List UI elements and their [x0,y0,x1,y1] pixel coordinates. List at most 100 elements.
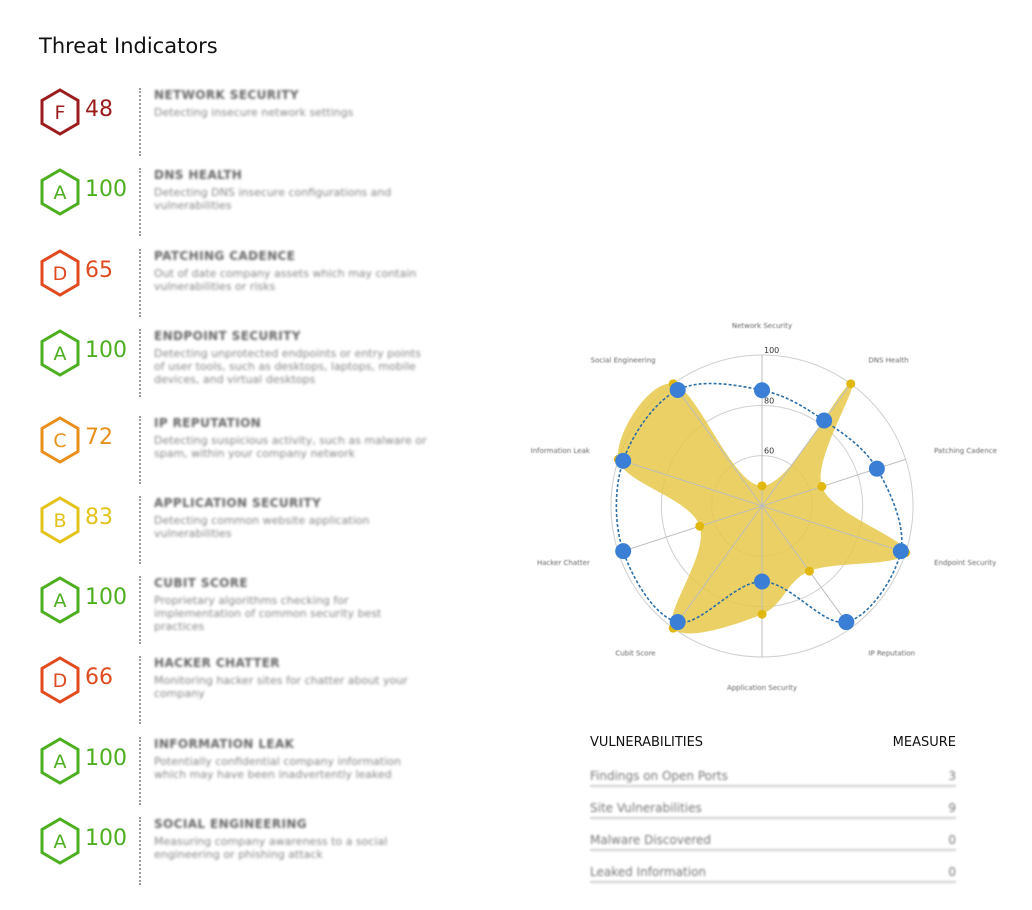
series-marker-small [817,482,827,492]
indicator-info: HACKER CHATTER Monitoring hacker sites fo… [154,656,429,700]
indicator-title: APPLICATION SECURITY [154,496,322,510]
indicator-description: Potentially confidential company informa… [154,755,401,781]
grade-letter: D [53,263,68,285]
threat-indicator-row: A 100 SOCIAL ENGINEERING Measuring company … [38,817,438,897]
grade-hexagon-badge: B [38,496,82,544]
series-marker-small [846,379,856,389]
threat-indicator-row: B 83 APPLICATION SECURITY Detecting common … [38,496,438,576]
grade-letter: A [54,751,67,773]
indicator-description: Detecting insecure network settings [154,106,354,119]
series-marker-small [757,481,767,491]
series-marker-large [892,543,909,560]
grade-letter: A [54,343,67,365]
series-marker-large [838,614,855,631]
grade-hexagon-badge: D [38,249,82,297]
series-marker-large [868,460,885,477]
axis-label: Hacker Chatter [537,559,590,567]
indicator-score: 100 [85,826,127,851]
indicator-description: Detecting DNS insecure configurations an… [154,186,392,212]
series-marker-small [695,521,705,531]
vulnerability-row: Malware Discovered 0 [590,819,956,851]
axis-spoke [672,505,763,629]
grade-letter: D [53,670,68,692]
grade-hexagon-badge: C [38,416,82,464]
indicator-score: 100 [85,338,127,363]
grade-hexagon-badge: A [38,576,82,624]
grade-hexagon-badge: F [38,88,82,136]
series-marker-large [615,543,632,560]
threat-indicator-row: C 72 IP REPUTATION Detecting suspicious act… [38,416,438,496]
axis-label: Patching Cadence [934,447,997,455]
dotted-divider [139,416,141,484]
grade-hexagon-badge: A [38,737,82,785]
indicator-description: Detecting suspicious activity, such as m… [154,434,427,460]
vulnerability-label: Site Vulnerabilities [590,801,702,815]
grade-hexagon-badge: D [38,656,82,704]
vulnerability-row: Leaked Information 0 [590,851,956,883]
axis-label: DNS Health [868,357,908,365]
indicator-score: 100 [85,746,127,771]
indicator-info: INFORMATION LEAK Potentially confidential… [154,737,429,781]
grade-letter: B [53,510,66,532]
threat-indicator-row: F 48 NETWORK SECURITY Detecting insecure ne… [38,88,438,168]
threat-indicator-row: D 65 PATCHING CADENCE Out of date company a… [38,249,438,329]
indicator-title: SOCIAL ENGINEERING [154,817,308,831]
indicator-title: NETWORK SECURITY [154,88,299,102]
vulnerabilities-table: VULNERABILITIES MEASURE Findings on Open… [590,735,956,883]
indicator-info: DNS HEALTH Detecting DNS insecure configu… [154,168,429,212]
series-marker-large [669,614,686,631]
threat-indicator-row: A 100 CUBIT SCORE Proprietary algorithms ch… [38,576,438,656]
indicator-title: IP REPUTATION [154,416,262,430]
grade-hexagon-badge: A [38,329,82,377]
indicator-description: Detecting common website application vul… [154,514,370,540]
indicator-score: 66 [85,665,113,690]
indicator-info: NETWORK SECURITY Detecting insecure netwo… [154,88,429,119]
series-marker-small [804,566,814,576]
axis-spoke [672,383,763,507]
indicator-info: SOCIAL ENGINEERING Measuring company awar… [154,817,429,861]
threat-indicator-row: A 100 ENDPOINT SECURITY Detecting unprotect… [38,329,438,409]
indicator-title: DNS HEALTH [154,168,243,182]
indicator-info: IP REPUTATION Detecting suspicious activi… [154,416,429,460]
axis-label: Network Security [732,322,792,330]
indicator-score: 48 [85,97,113,122]
vulnerability-measure: 0 [948,865,956,879]
axis-spoke [618,458,763,507]
indicator-info: PATCHING CADENCE Out of date company asse… [154,249,429,293]
axis-label: IP Reputation [868,649,915,657]
radar-chart: 100 80 60 Network Security DNS Health Patchin… [520,300,1020,700]
tick-label: 80 [764,396,774,405]
grade-letter: A [54,590,67,612]
grade-letter: C [53,430,66,452]
tick-label: 60 [764,447,774,456]
dotted-divider [139,168,141,236]
axis-label: Cubit Score [615,649,655,657]
dotted-divider [139,496,141,564]
vulnerability-row: Site Vulnerabilities 9 [590,787,956,819]
grade-hexagon-badge: A [38,168,82,216]
indicator-info: ENDPOINT SECURITY Detecting unprotected e… [154,329,429,386]
dotted-divider [139,249,141,317]
axis-label: Endpoint Security [934,559,996,567]
series-marker-large [615,452,632,469]
indicator-score: 72 [85,425,113,450]
dotted-divider [139,737,141,805]
indicator-description: Detecting unprotected endpoints or entry… [154,347,421,386]
indicator-title: PATCHING CADENCE [154,249,296,263]
axis-label: Information Leak [531,447,591,455]
axis-spoke [761,505,906,554]
indicator-description: Monitoring hacker sites for chatter abou… [154,674,408,700]
vulnerabilities-header-measure: MEASURE [892,735,956,750]
indicator-description: Proprietary algorithms checking for impl… [154,594,382,633]
indicator-title: HACKER CHATTER [154,656,280,670]
indicator-title: INFORMATION LEAK [154,737,295,751]
vulnerabilities-rows: Findings on Open Ports 3 Site Vulnerabilit… [590,755,956,883]
threat-indicator-row: A 100 INFORMATION LEAK Potentially confiden… [38,737,438,817]
radar-chart-svg: 100 80 60 Network Security DNS Health Patchin… [531,322,997,692]
dotted-divider [139,88,141,156]
series-marker-small [757,609,767,619]
indicator-description: Out of date company assets which may con… [154,267,417,293]
vulnerability-measure: 0 [948,833,956,847]
axis-spoke [761,505,852,629]
indicator-score: 83 [85,505,113,530]
